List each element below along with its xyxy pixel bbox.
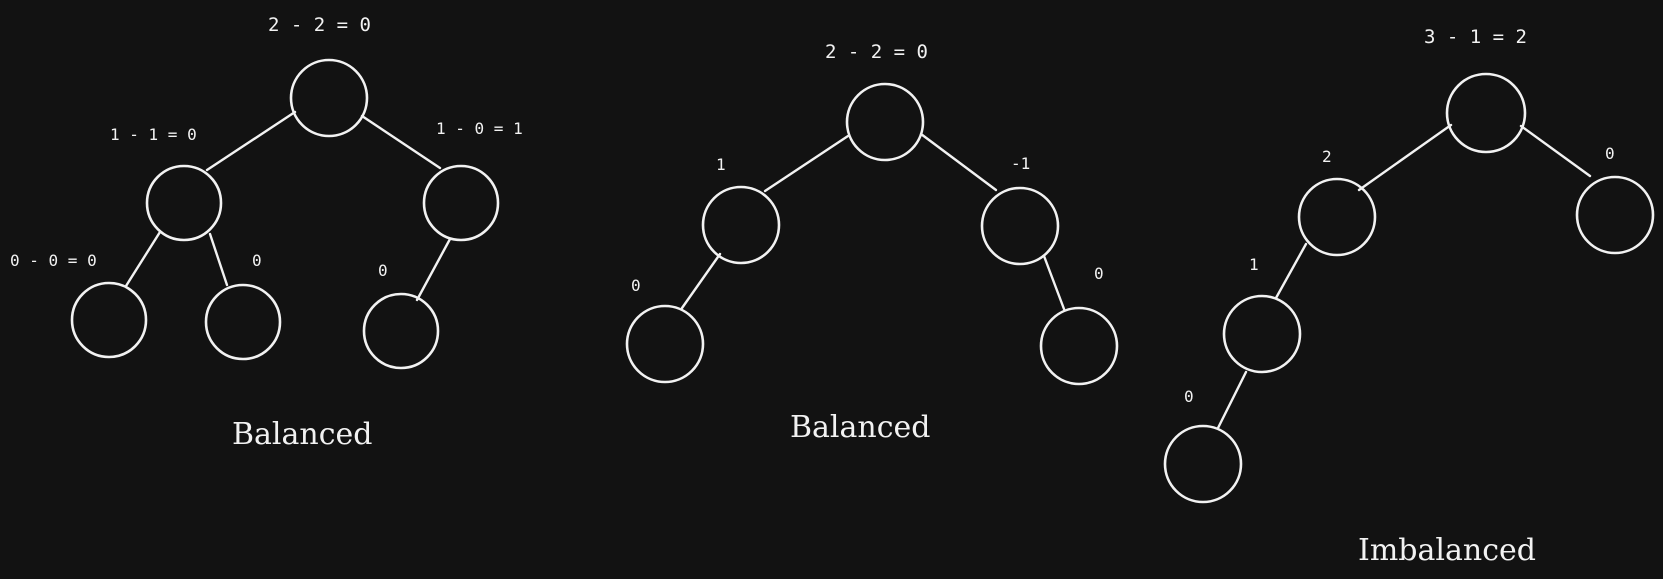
tree-3: 3 - 1 = 2 2 0 1 0 Imbalanced [1163, 26, 1655, 568]
edge-root-right [919, 132, 998, 192]
tree-node [145, 164, 223, 242]
leaf-balance-label: 0 [631, 276, 641, 295]
tree-node [70, 281, 148, 359]
tree-caption: Balanced [790, 410, 931, 445]
right-child-balance-label: 1 - 0 = 1 [436, 119, 523, 138]
left-child-balance-label: 1 - 1 = 0 [110, 125, 197, 144]
edge-left-rightleaf [208, 232, 229, 287]
right-child-balance-label: -1 [1011, 154, 1030, 173]
edge-left-leftleaf [124, 230, 162, 288]
edge-right-leaf [415, 237, 452, 302]
tree-node [845, 82, 925, 162]
root-balance-label: 2 - 2 = 0 [268, 14, 371, 36]
grandchild-balance-label: 1 [1249, 255, 1259, 274]
tree-node [701, 185, 781, 265]
tree-node [1039, 306, 1119, 386]
edge-root-left [205, 110, 297, 172]
tree-node [422, 164, 500, 242]
edge-root-left [763, 134, 850, 193]
edge-right-leaf [1042, 254, 1066, 311]
leaf-balance-label: 0 - 0 = 0 [10, 251, 97, 270]
tree-node [1445, 72, 1527, 154]
root-balance-label: 2 - 2 = 0 [825, 41, 928, 63]
tree-node [1297, 177, 1377, 257]
tree-1: 2 - 2 = 0 1 - 1 = 0 1 - 0 = 1 0 - 0 = 0 … [10, 14, 523, 452]
tree-node [625, 304, 705, 384]
tree-2: 2 - 2 = 0 1 -1 0 0 Balanced [625, 41, 1119, 445]
tree-caption: Balanced [232, 417, 373, 452]
edge-root-left [1357, 123, 1453, 192]
root-balance-label: 3 - 1 = 2 [1424, 26, 1527, 48]
tree-node [980, 186, 1060, 266]
tree-caption: Imbalanced [1358, 533, 1536, 568]
leaf-balance-label: 0 [1184, 387, 1194, 406]
right-child-balance-label: 0 [1605, 144, 1615, 163]
tree-node [1222, 294, 1302, 374]
leaf-balance-label: 0 [1094, 264, 1104, 283]
tree-node [1575, 175, 1655, 255]
edge-left-grandchild [1274, 242, 1308, 300]
edge-left-leaf [680, 252, 722, 310]
edge-root-right [360, 114, 442, 170]
edge-root-right [1519, 124, 1592, 178]
tree-node [1163, 424, 1243, 504]
tree-node [362, 292, 440, 370]
left-child-balance-label: 1 [716, 155, 726, 174]
edge-grandchild-leaf [1216, 370, 1248, 430]
tree-node [289, 58, 369, 138]
leaf-balance-label: 0 [252, 251, 262, 270]
tree-node [204, 283, 282, 361]
leaf-balance-label: 0 [378, 261, 388, 280]
left-child-balance-label: 2 [1322, 147, 1332, 166]
